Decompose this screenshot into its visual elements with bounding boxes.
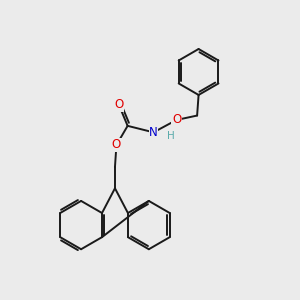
Text: N: N bbox=[149, 126, 158, 139]
Text: O: O bbox=[114, 98, 123, 111]
Text: H: H bbox=[167, 131, 175, 141]
Text: O: O bbox=[112, 139, 121, 152]
Text: O: O bbox=[172, 113, 181, 127]
